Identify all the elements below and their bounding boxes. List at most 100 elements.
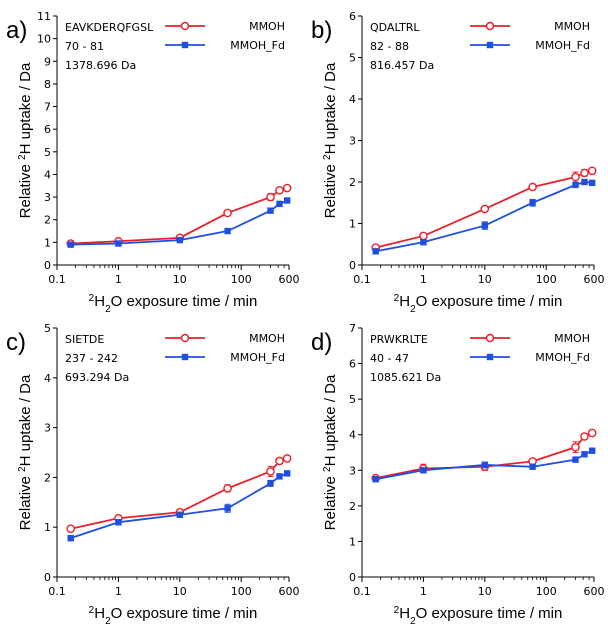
data-point-mmoh	[223, 484, 232, 493]
data-point-mmoh	[587, 166, 597, 176]
x-tick-label: 100	[536, 273, 557, 286]
chart-panel-c: 0 1 2 3 4 5 0.1 1 10 100 600 c) SIETDE 237 - 242 693.2…	[6, 322, 300, 624]
y-tick-label: 0	[44, 571, 51, 584]
legend-marker	[485, 333, 495, 343]
data-point-mmoh_fd	[588, 179, 596, 187]
x-axis-title: 2H2O exposure time / min	[394, 605, 563, 624]
y-tick-label: 11	[37, 10, 51, 23]
data-point-mmoh_fd	[481, 222, 489, 229]
legend-label: MMOH_Fd	[535, 39, 590, 52]
peptide-mass: 816.457 Da	[370, 59, 434, 72]
x-tick-label: 0.1	[353, 585, 371, 598]
y-tick-label: 4	[44, 372, 51, 385]
data-point-mmoh_fd	[529, 463, 536, 470]
y-tick-label: 0	[44, 259, 51, 272]
y-tick-label: 1	[349, 535, 356, 548]
data-point-mmoh	[266, 467, 275, 476]
y-tick-label: 9	[44, 55, 51, 68]
peptide-sequence: QDALTRL	[370, 21, 420, 34]
data-point-mmoh_fd	[224, 505, 231, 512]
legend-marker	[486, 353, 494, 361]
data-point-mmoh_fd	[267, 480, 274, 487]
data-point-mmoh	[282, 454, 292, 463]
data-point-mmoh_fd	[581, 178, 588, 186]
data-point-mmoh	[223, 208, 232, 218]
x-tick-label: 0.1	[48, 585, 66, 598]
series-line-mmoh_fd	[70, 472, 288, 540]
data-point-mmoh_fd	[283, 470, 291, 477]
data-point-mmoh_fd	[224, 227, 231, 235]
data-point-mmoh	[571, 442, 580, 452]
y-axis-title: Relative 2H uptake / Da	[17, 62, 35, 218]
y-tick-label: 3	[349, 135, 356, 148]
data-point-mmoh_fd	[581, 451, 588, 458]
x-tick-label: 1	[420, 273, 427, 286]
data-point-mmoh_fd	[276, 200, 283, 208]
panel-label: c)	[6, 329, 26, 356]
data-point-mmoh	[480, 204, 490, 214]
y-tick-label: 5	[44, 146, 51, 159]
y-tick-label: 5	[349, 393, 356, 406]
legend-marker	[180, 21, 190, 31]
peptide-mass: 693.294 Da	[65, 371, 129, 384]
y-tick-label: 5	[44, 322, 51, 335]
y-tick-label: 0	[349, 259, 356, 272]
data-point-mmoh_fd	[67, 534, 74, 542]
data-point-mmoh_fd	[529, 199, 536, 206]
x-tick-label: 600	[584, 273, 605, 286]
y-axis-title: Relative 2H uptake / Da	[322, 62, 340, 218]
data-point-mmoh_fd	[572, 181, 579, 189]
data-point-mmoh_fd	[372, 475, 379, 483]
legend-marker	[486, 41, 494, 49]
y-tick-label: 2	[349, 176, 356, 189]
y-tick-label: 3	[349, 464, 356, 477]
legend-marker	[180, 333, 190, 343]
data-point-mmoh_fd	[115, 519, 122, 526]
data-point-mmoh_fd	[420, 467, 427, 474]
data-point-mmoh	[275, 456, 284, 466]
legend-label: MMOH_Fd	[535, 351, 590, 364]
data-point-mmoh	[587, 428, 597, 438]
legend-label: MMOH_Fd	[230, 351, 285, 364]
x-axis-title: 2H2O exposure time / min	[89, 605, 258, 624]
x-tick-label: 100	[231, 273, 252, 286]
data-point-mmoh_fd	[283, 197, 291, 204]
legend-marker	[181, 41, 189, 49]
peptide-residues: 237 - 242	[65, 352, 118, 365]
y-tick-label: 2	[44, 214, 51, 227]
y-axis-title: Relative 2H uptake / Da	[17, 374, 35, 530]
data-point-mmoh_fd	[588, 447, 596, 454]
legend-label: MMOH_Fd	[230, 39, 285, 52]
peptide-sequence: EAVKDERQFGSL	[65, 21, 154, 34]
y-tick-label: 3	[44, 191, 51, 204]
legend-marker	[485, 21, 495, 31]
y-tick-label: 10	[37, 33, 51, 46]
x-tick-label: 1	[420, 585, 427, 598]
y-tick-label: 1	[44, 521, 51, 534]
x-tick-label: 100	[536, 585, 557, 598]
y-tick-label: 4	[349, 93, 356, 106]
data-point-mmoh_fd	[420, 238, 427, 246]
y-tick-label: 4	[349, 429, 356, 442]
x-axis-title: 2H2O exposure time / min	[89, 293, 258, 315]
legend-label: MMOH	[554, 332, 590, 345]
data-point-mmoh	[266, 192, 275, 202]
data-point-mmoh	[580, 168, 589, 178]
legend-label: MMOH	[249, 20, 285, 33]
y-tick-label: 8	[44, 78, 51, 91]
legend-marker	[181, 353, 189, 361]
x-tick-label: 10	[173, 273, 187, 286]
data-point-mmoh	[528, 182, 537, 192]
x-tick-label: 10	[478, 585, 492, 598]
x-axis-title: 2H2O exposure time / min	[394, 293, 563, 315]
x-tick-label: 600	[279, 585, 300, 598]
peptide-sequence: PRWKRLTE	[370, 333, 428, 346]
data-point-mmoh_fd	[372, 248, 379, 255]
chart-panel-b: 0 1 2 3 4 5 6 0.1 1 10 100 600 b) QDALTRL 82 - 88 816.4…	[311, 10, 605, 315]
panel-label: d)	[311, 329, 332, 356]
y-tick-label: 2	[44, 471, 51, 484]
x-tick-label: 600	[584, 585, 605, 598]
y-axis-title: Relative 2H uptake / Da	[322, 374, 340, 530]
peptide-residues: 70 - 81	[65, 40, 104, 53]
panel-label: a)	[6, 17, 27, 44]
